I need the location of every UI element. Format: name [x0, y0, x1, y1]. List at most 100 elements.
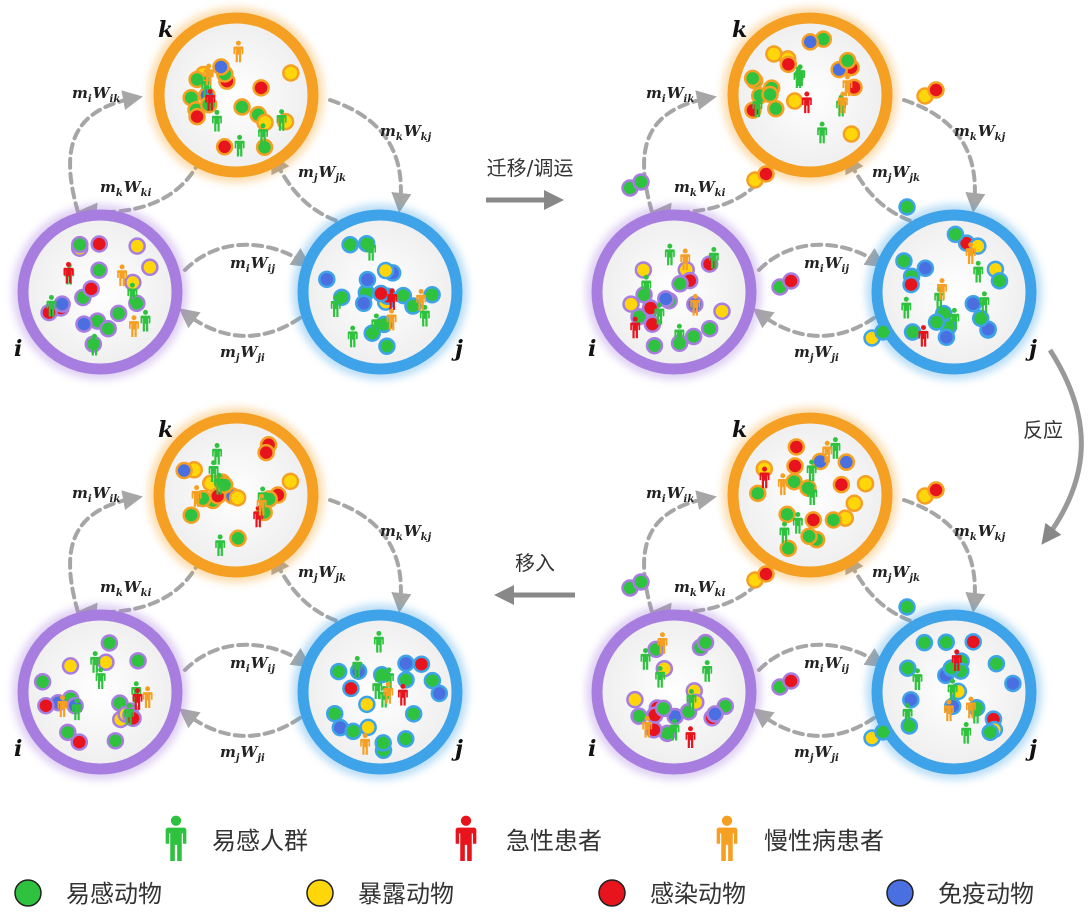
edge-label-ij: miWij — [230, 654, 275, 675]
legend-dot-susceptible_animal — [14, 879, 42, 907]
animal-dot — [70, 733, 89, 751]
migrating-animals — [746, 565, 775, 589]
animal-dot — [937, 633, 955, 651]
animal-dot — [903, 323, 922, 341]
animal-dot — [632, 573, 650, 591]
animal-dot — [71, 235, 89, 254]
arrow-i-to-k — [642, 490, 717, 614]
population-node-j — [866, 604, 1042, 780]
arrow-k-to-i — [77, 558, 202, 623]
animal-dot — [964, 633, 982, 651]
arrow-j-to-i — [178, 308, 302, 338]
animal-dot — [786, 457, 804, 475]
animal-dot — [282, 64, 300, 82]
arrow-i-to-j — [757, 242, 886, 272]
animal-dot — [927, 81, 945, 99]
animal-dot — [804, 511, 823, 529]
animal-dot — [257, 443, 275, 462]
arrow-i-to-k — [68, 90, 143, 214]
population-node-j — [292, 604, 468, 780]
animal-dot — [281, 472, 300, 491]
animal-dot — [374, 734, 392, 752]
edge-label-ji: mjWji — [794, 343, 839, 364]
migrating-animals — [863, 723, 892, 747]
animal-dot — [684, 327, 703, 346]
animal-dot — [252, 79, 270, 97]
animal-dot — [397, 730, 415, 748]
animal-dot — [341, 235, 359, 254]
population-node-k — [722, 407, 898, 583]
edge-label-ik: miWik — [72, 484, 120, 505]
animal-dot — [895, 252, 913, 270]
animal-dot — [916, 259, 935, 278]
animal-dot — [100, 634, 119, 652]
animal-dot — [423, 286, 441, 304]
step-label-migrate: 迁移/调运 — [487, 156, 574, 180]
animal-dot — [874, 723, 892, 741]
edge-label-ki: mkWki — [100, 578, 152, 599]
animal-dot — [656, 290, 675, 308]
animal-dot — [874, 323, 892, 341]
node-label-i: i — [588, 736, 596, 762]
edge-label-ik: miWik — [646, 84, 694, 105]
animal-dot — [845, 494, 864, 513]
animal-dot — [634, 261, 653, 279]
node-ring — [591, 609, 757, 775]
animal-dot — [937, 328, 956, 347]
step-arrow-react — [1041, 348, 1084, 545]
migrating-animals — [898, 598, 916, 616]
animal-dot — [99, 319, 117, 338]
edge-label-kj: mkWkj — [380, 122, 432, 143]
edge-label-jk: mjWjk — [298, 163, 346, 184]
edge-label-ij: miWij — [804, 654, 849, 675]
node-ring — [153, 12, 319, 178]
animal-dot — [175, 461, 193, 480]
person-icon — [455, 815, 477, 861]
animal-dot — [632, 173, 650, 191]
animal-dot — [990, 272, 1009, 290]
legend-acute-patient: 急性患者 — [506, 827, 602, 855]
animal-dot — [106, 732, 125, 750]
animal-dot — [801, 33, 819, 51]
node-label-i: i — [14, 336, 22, 362]
animal-dot — [129, 652, 147, 670]
animal-dot — [354, 294, 373, 313]
edge-label-ik: miWik — [72, 84, 120, 105]
animal-dot — [430, 684, 449, 703]
node-ring — [17, 609, 183, 775]
node-label-k: k — [732, 17, 747, 43]
population-node-k — [148, 407, 324, 583]
animal-dot — [898, 659, 917, 677]
animal-dot — [358, 695, 376, 714]
legend-chronic-patient: 慢性病患者 — [764, 827, 884, 855]
animal-dot — [397, 654, 415, 673]
animal-dot — [233, 98, 251, 116]
population-node-i — [586, 204, 762, 380]
arrow-k-to-j — [328, 498, 412, 613]
animal-dot — [59, 723, 77, 742]
node-label-k: k — [158, 17, 173, 43]
animal-dot — [765, 45, 783, 63]
animal-dot — [61, 657, 80, 675]
animal-dot — [824, 511, 843, 529]
animal-dot — [898, 598, 916, 616]
animal-dot — [670, 334, 689, 353]
population-node-k — [148, 7, 324, 183]
edge-label-ji: mjWji — [220, 743, 265, 764]
animal-dot — [779, 539, 798, 558]
animal-dot — [188, 107, 206, 126]
animal-dot — [344, 722, 362, 741]
animal-dot — [706, 705, 724, 723]
animal-dot — [915, 633, 934, 652]
animal-dot — [256, 113, 274, 132]
animal-dot — [342, 679, 360, 698]
animal-dot — [971, 309, 990, 328]
edge-label-kj: mkWkj — [954, 522, 1006, 543]
edge-label-ki: mkWki — [100, 178, 152, 199]
animal-dot — [626, 690, 644, 709]
edge-label-kj: mkWkj — [954, 122, 1006, 143]
arrow-j-to-i — [752, 708, 876, 738]
animal-dot — [404, 705, 423, 723]
migrating-animals — [621, 173, 650, 197]
